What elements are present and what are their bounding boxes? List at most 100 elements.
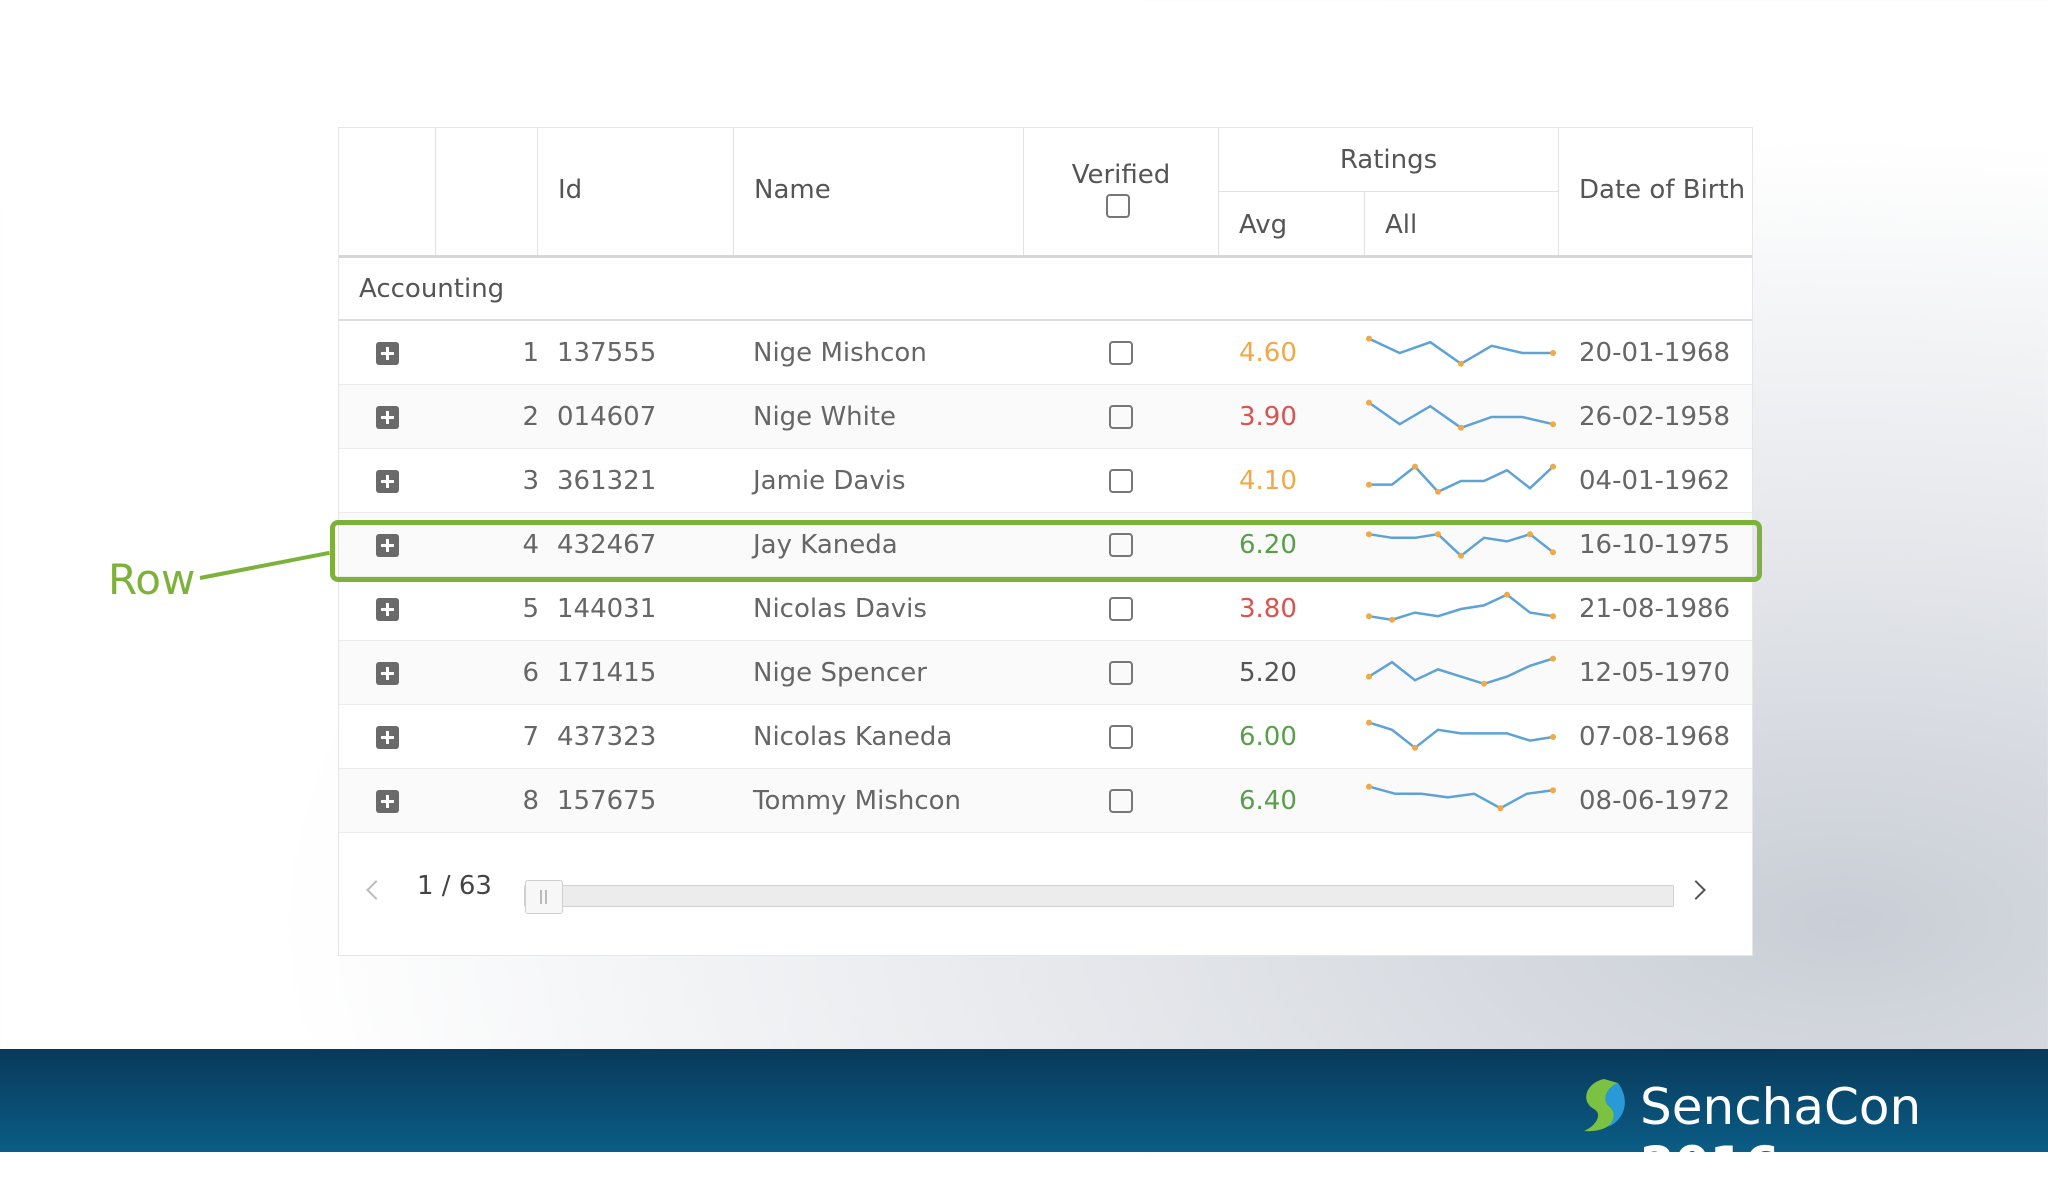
ratings-sparkline [1366, 719, 1556, 751]
sparkline-line [1368, 401, 1554, 430]
name-cell: Nicolas Kaneda [753, 722, 953, 752]
expand-row-icon[interactable] [376, 598, 399, 621]
avg-rating-cell: 6.00 [1239, 722, 1297, 752]
avg-rating-cell: 3.90 [1239, 402, 1297, 432]
sparkline-line [1368, 532, 1554, 558]
table-row[interactable]: 2 014607 Nige White 3.90 26-02-1958 [339, 385, 1752, 449]
footer-banner [0, 1049, 2048, 1152]
id-cell: 432467 [557, 530, 657, 560]
ratings-sparkline [1366, 463, 1556, 495]
row-number-column-header [436, 128, 538, 255]
table-row[interactable]: 7 437323 Nicolas Kaneda 6.00 07-08-1968 [339, 705, 1752, 769]
name-cell: Nige White [753, 402, 897, 432]
table-row[interactable]: 8 157675 Tommy Mishcon 6.40 08-06-1972 [339, 769, 1752, 833]
verified-checkbox[interactable] [1109, 725, 1133, 749]
sparkline-point [1458, 360, 1464, 367]
grid-header: Id Name Verified Ratings Avg All Date of… [339, 128, 1752, 258]
sparkline-point [1435, 488, 1441, 495]
avg-header-label: Avg [1239, 210, 1288, 240]
group-header-accounting[interactable]: Accounting [339, 258, 1752, 321]
avg-rating-cell: 6.20 [1239, 530, 1297, 560]
avg-rating-cell: 4.10 [1239, 466, 1297, 496]
pager-slider-track[interactable] [524, 885, 1674, 907]
verified-column-header[interactable]: Verified [1024, 128, 1219, 255]
dob-cell: 16-10-1975 [1579, 530, 1731, 560]
sparkline-point [1550, 787, 1556, 794]
sparkline-point [1458, 424, 1464, 431]
brand-year: 2016 [1640, 1136, 1780, 1194]
sparkline-point [1366, 673, 1372, 680]
name-cell: Nige Mishcon [753, 338, 927, 368]
sparkline-point [1527, 531, 1533, 538]
expand-row-icon[interactable] [376, 662, 399, 685]
expand-row-icon[interactable] [376, 342, 399, 365]
ratings-sparkline [1366, 783, 1556, 812]
row-number-cell: 3 [522, 466, 539, 496]
sparkline-point [1550, 463, 1556, 470]
sparkline-point [1366, 719, 1372, 726]
row-number-cell: 4 [522, 530, 539, 560]
group-label: Accounting [359, 274, 505, 304]
next-page-icon[interactable] [1686, 880, 1706, 900]
ratings-sparkline [1366, 335, 1556, 367]
sparkline-point [1550, 734, 1556, 740]
pager-slider-thumb[interactable] [525, 880, 563, 914]
table-row[interactable]: 3 361321 Jamie Davis 4.10 04-01-1962 [339, 449, 1752, 513]
table-row[interactable]: 6 171415 Nige Spencer 5.20 12-05-1970 [339, 641, 1752, 705]
data-grid: Id Name Verified Ratings Avg All Date of… [338, 127, 1753, 956]
ratings-sparkline [1366, 399, 1556, 431]
sparkline-line [1368, 657, 1554, 686]
verified-checkbox[interactable] [1109, 533, 1133, 557]
expand-row-icon[interactable] [376, 470, 399, 493]
dob-cell: 07-08-1968 [1579, 722, 1731, 752]
sparkline-point [1389, 616, 1395, 623]
row-number-cell: 7 [522, 722, 539, 752]
table-row[interactable]: 5 144031 Nicolas Davis 3.80 21-08-1986 [339, 577, 1752, 641]
verified-checkbox[interactable] [1109, 405, 1133, 429]
sparkline-line [1368, 337, 1553, 366]
id-column-header[interactable]: Id [538, 128, 734, 255]
sparkline-point [1412, 463, 1418, 470]
name-column-header[interactable]: Name [734, 128, 1024, 255]
dob-column-header[interactable]: Date of Birth [1559, 128, 1752, 255]
name-header-label: Name [754, 175, 831, 205]
sparkline-point [1550, 350, 1556, 356]
row-number-cell: 8 [522, 786, 539, 816]
table-row[interactable]: 4 432467 Jay Kaneda 6.20 16-10-1975 [339, 513, 1752, 577]
avg-column-header[interactable]: Avg [1219, 192, 1365, 255]
brand-name: SenchaCon [1640, 1078, 1922, 1136]
name-cell: Jamie Davis [753, 466, 906, 496]
ratings-group-header: Ratings [1219, 128, 1559, 192]
verified-checkbox[interactable] [1109, 597, 1133, 621]
sparkline-point [1497, 805, 1504, 812]
verified-checkbox[interactable] [1109, 661, 1133, 685]
sparkline-point [1435, 531, 1441, 538]
expand-row-icon[interactable] [376, 406, 399, 429]
ratings-sparkline [1366, 655, 1556, 687]
verified-checkbox[interactable] [1109, 341, 1133, 365]
verified-checkbox[interactable] [1109, 789, 1133, 813]
verified-select-all-checkbox[interactable] [1106, 194, 1130, 218]
sparkline-point [1458, 552, 1464, 559]
avg-rating-cell: 3.80 [1239, 594, 1297, 624]
all-column-header[interactable]: All [1365, 192, 1559, 255]
avg-rating-cell: 4.60 [1239, 338, 1297, 368]
sparkline-point [1366, 783, 1372, 790]
expand-row-icon[interactable] [376, 790, 399, 813]
sparkline-point [1550, 613, 1556, 620]
ratings-sparkline [1366, 591, 1556, 623]
dob-cell: 04-01-1962 [1579, 466, 1731, 496]
expand-row-icon[interactable] [376, 534, 399, 557]
expand-row-icon[interactable] [376, 726, 399, 749]
id-cell: 437323 [557, 722, 657, 752]
prev-page-icon[interactable] [366, 880, 386, 900]
id-cell: 137555 [557, 338, 657, 368]
name-cell: Tommy Mishcon [753, 786, 962, 816]
dob-cell: 20-01-1968 [1579, 338, 1731, 368]
pager: 1 / 63 [339, 828, 1752, 955]
sparkline-point [1366, 481, 1372, 488]
table-row[interactable]: 1 137555 Nige Mishcon 4.60 20-01-1968 [339, 321, 1752, 385]
id-cell: 171415 [557, 658, 657, 688]
sparkline-point [1550, 655, 1556, 662]
verified-checkbox[interactable] [1109, 469, 1133, 493]
